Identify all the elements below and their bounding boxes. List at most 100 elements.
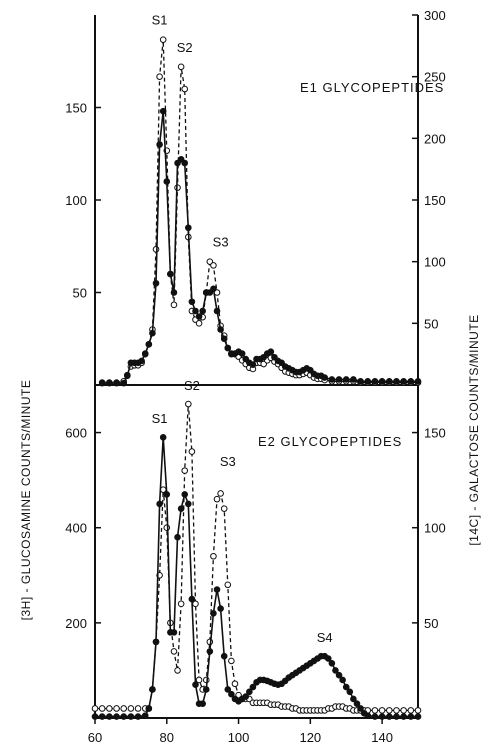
galactose-data-point (163, 524, 171, 532)
peak-label: S4 (317, 630, 333, 645)
glucosamine-data-point (228, 690, 235, 698)
glucosamine-data-point (342, 376, 350, 383)
glucosamine-data-point (242, 693, 250, 700)
glucosamine-data-point (120, 713, 128, 720)
right-tick-label: 200 (424, 131, 446, 146)
glucosamine-data-point (188, 298, 196, 306)
left-tick-label: 150 (65, 101, 87, 116)
glucosamine-data-point (400, 377, 407, 385)
glucosamine-data-point (163, 491, 171, 498)
glucosamine-data-point (98, 713, 106, 720)
peak-label: S2 (184, 378, 200, 393)
glucosamine-data-point (407, 713, 415, 720)
glucosamine-data-point (202, 686, 210, 693)
galactose-data-point (170, 301, 178, 309)
glucosamine-data-point (414, 713, 422, 720)
glucosamine-data-point (246, 688, 253, 696)
panel-title-e2: E2 GLYCOPEPTIDES (258, 434, 402, 449)
galactose-data-point (177, 63, 185, 71)
glucosamine-data-point (156, 141, 163, 148)
left-tick-label: 50 (73, 286, 87, 301)
x-tick-label: 120 (299, 730, 321, 745)
galactose-data-point (98, 705, 106, 712)
right-tick-label: 150 (424, 426, 446, 441)
glucosamine-data-point (206, 648, 214, 655)
galactose-data-point (371, 707, 379, 714)
glucosamine-data-point (378, 713, 386, 720)
glucosamine-data-point (217, 605, 224, 612)
glucosamine-data-point (357, 705, 364, 712)
glucosamine-data-point (335, 671, 343, 679)
glucosamine-data-point (249, 361, 257, 368)
glucosamine-data-point (152, 638, 160, 646)
glucosamine-data-point (385, 713, 393, 720)
glucosamine-data-point (181, 159, 189, 167)
glucosamine-data-point (192, 681, 199, 689)
left-tick-label: 400 (65, 521, 87, 536)
galactose-data-point (195, 676, 203, 684)
galactose-data-point (188, 448, 196, 455)
glucosamine-data-point (192, 307, 199, 315)
right-tick-label: 100 (424, 521, 446, 536)
glucosamine-data-point (138, 357, 145, 365)
glucosamine-data-point (210, 610, 217, 617)
glucosamine-data-point (400, 713, 407, 720)
right-axis-label: [14C] - GALACTOSE COUNTS/MINUTE (467, 314, 481, 545)
glucosamine-data-point (210, 285, 217, 293)
galactose-data-point (213, 495, 221, 503)
glucosamine-data-point (224, 344, 232, 352)
glucosamine-data-point (159, 107, 167, 115)
glucosamine-data-point (170, 289, 178, 296)
galactose-data-point (134, 705, 142, 712)
peak-label: S1 (152, 411, 168, 426)
glucosamine-data-point (357, 377, 364, 385)
glucosamine-data-point (141, 350, 149, 357)
peak-label: S3 (213, 234, 229, 249)
x-tick-label: 60 (88, 730, 102, 745)
glucosamine-data-point (106, 379, 113, 387)
glucosamine-data-point (414, 377, 422, 385)
right-tick-label: 50 (424, 616, 438, 631)
left-tick-label: 200 (65, 616, 87, 631)
glucosamine-data-point (393, 713, 400, 720)
glucosamine-series-line (95, 437, 418, 718)
glucosamine-data-point (152, 279, 160, 287)
galactose-data-point (210, 552, 217, 560)
galactose-data-point (181, 467, 189, 474)
glucosamine-data-point (393, 377, 400, 385)
glucosamine-data-point (149, 329, 156, 337)
right-tick-label: 150 (424, 193, 446, 208)
galactose-data-point (414, 707, 422, 714)
glucosamine-data-point (364, 712, 372, 719)
glucosamine-data-point (321, 374, 328, 381)
glucosamine-data-point (127, 713, 135, 720)
peak-label: S1 (152, 12, 168, 27)
galactose-data-point (195, 320, 203, 327)
glucosamine-data-point (238, 350, 246, 357)
glucosamine-data-point (350, 695, 357, 703)
glucosamine-data-point (346, 688, 354, 696)
glucosamine-data-point (145, 705, 153, 712)
glucosamine-data-point (113, 713, 120, 720)
peak-label: S2 (177, 40, 193, 55)
glucosamine-data-point (177, 505, 185, 512)
glucosamine-data-point (220, 335, 228, 343)
glucosamine-data-point (385, 377, 393, 385)
glucosamine-data-point (364, 377, 372, 385)
glucosamine-data-point (217, 326, 224, 333)
galactose-data-point (113, 705, 120, 712)
galactose-data-point (181, 85, 189, 93)
x-tick-label: 100 (228, 730, 250, 745)
glucosamine-data-point (328, 659, 336, 667)
panel-title-e1: E1 GLYCOPEPTIDES (300, 80, 444, 95)
glucosamine-data-point (149, 686, 156, 693)
galactose-data-point (220, 505, 228, 512)
glucosamine-data-point (106, 713, 113, 720)
right-tick-label: 250 (424, 70, 446, 85)
glucosamine-data-point (159, 434, 167, 441)
galactose-data-point (127, 705, 135, 712)
galactose-data-point (393, 707, 400, 714)
glucosamine-data-point (98, 379, 106, 387)
glucosamine-data-point (353, 700, 361, 708)
